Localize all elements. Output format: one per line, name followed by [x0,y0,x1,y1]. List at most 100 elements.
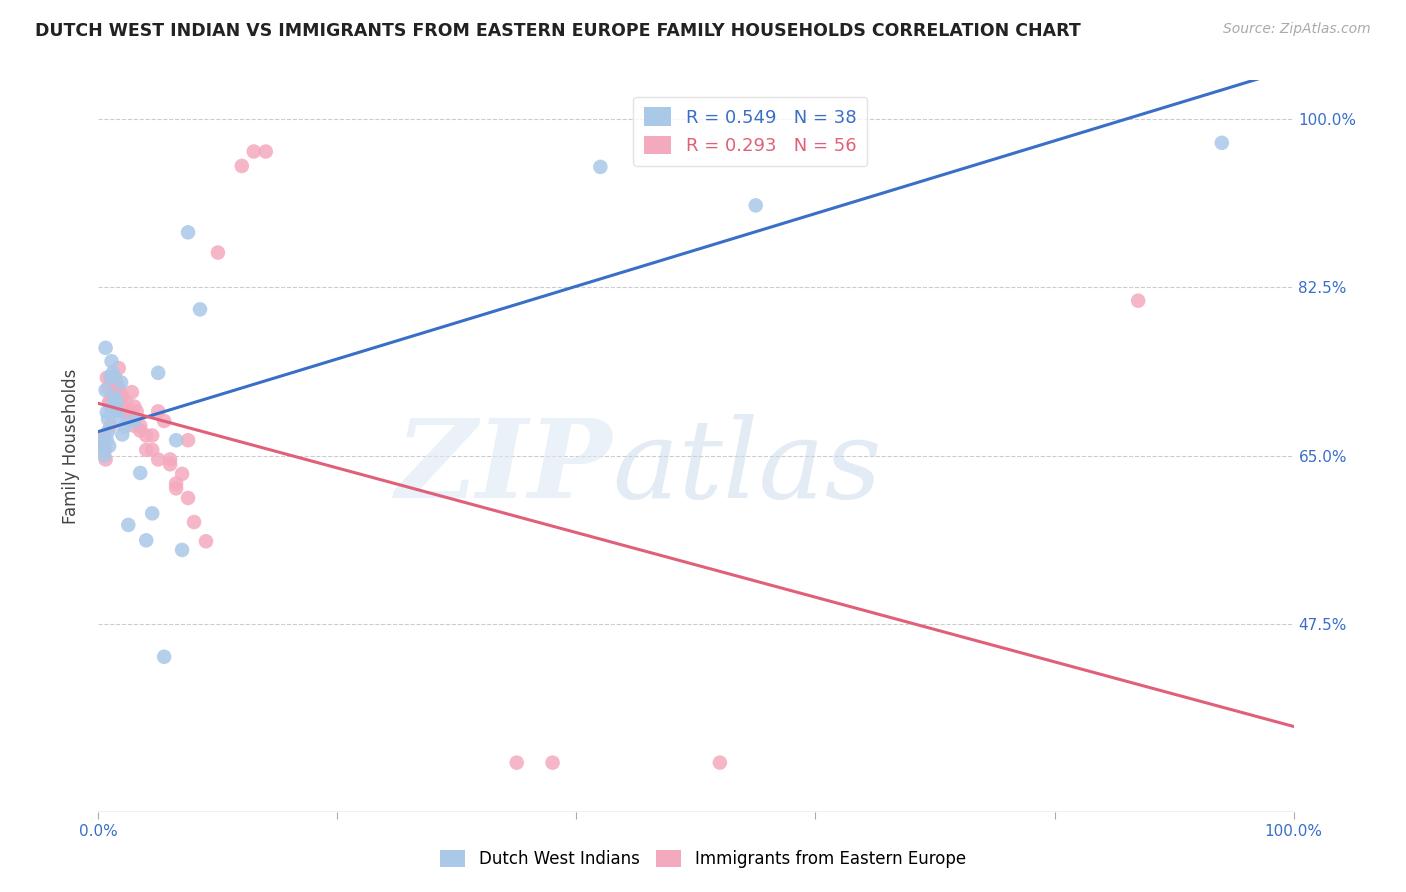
Text: atlas: atlas [613,414,882,522]
Point [105,376,128,390]
Point [709,756,731,770]
Point [108,412,131,426]
Point [105,394,128,409]
Point [148,452,170,467]
Point [129,418,152,433]
Legend: R = 0.549   N = 38, R = 0.293   N = 56: R = 0.549 N = 38, R = 0.293 N = 56 [633,96,868,166]
Point [96,405,118,419]
Point [100,354,122,368]
Point [98,394,122,409]
Point [159,457,181,471]
Point [94,341,117,355]
Point [243,145,266,159]
Point [231,159,253,173]
Point [97,425,120,439]
Point [104,391,127,405]
Point [107,361,129,376]
Point [110,376,132,390]
Point [148,366,170,380]
Point [124,418,146,433]
Point [165,434,187,448]
Point [165,476,187,491]
Point [97,412,120,426]
Point [141,507,163,521]
Point [93,442,115,456]
Point [98,394,121,409]
Point [101,385,124,400]
Point [165,481,187,495]
Point [177,491,200,505]
Point [125,404,148,418]
Point [135,442,157,457]
Text: ZIP: ZIP [395,414,613,522]
Point [91,437,114,451]
Y-axis label: Family Households: Family Households [62,368,80,524]
Point [111,427,134,442]
Point [183,515,205,529]
Point [91,434,114,448]
Point [177,434,200,448]
Point [98,401,122,415]
Point [177,225,200,239]
Point [117,414,139,428]
Point [129,466,152,480]
Point [1139,847,1161,861]
Point [124,414,146,428]
Point [98,369,122,384]
Point [96,434,118,448]
Point [96,370,118,384]
Text: DUTCH WEST INDIAN VS IMMIGRANTS FROM EASTERN EUROPE FAMILY HOUSEHOLDS CORRELATIO: DUTCH WEST INDIAN VS IMMIGRANTS FROM EAS… [35,22,1081,40]
Point [195,534,218,549]
Point [172,467,194,481]
Point [135,428,157,442]
Point [172,543,194,558]
Point [129,424,152,438]
Point [111,404,134,418]
Point [141,428,163,442]
Point [98,418,122,433]
Point [114,419,136,434]
Point [159,452,181,467]
Point [103,402,125,417]
Point [1128,293,1150,308]
Point [589,160,612,174]
Point [105,403,128,417]
Point [97,381,120,395]
Point [506,756,529,770]
Point [207,245,229,260]
Point [745,198,768,212]
Point [105,390,128,404]
Point [188,302,211,317]
Point [108,385,131,400]
Point [101,366,124,380]
Point [115,394,138,409]
Point [121,385,143,400]
Point [91,434,114,448]
Point [104,370,127,384]
Point [94,452,117,467]
Legend: Dutch West Indians, Immigrants from Eastern Europe: Dutch West Indians, Immigrants from East… [433,843,973,875]
Point [117,517,139,532]
Point [107,380,129,394]
Point [124,400,146,414]
Point [94,383,117,397]
Point [153,414,176,428]
Point [114,404,136,418]
Point [541,756,564,770]
Point [117,404,139,418]
Text: Source: ZipAtlas.com: Source: ZipAtlas.com [1223,22,1371,37]
Point [103,394,125,409]
Point [1211,136,1233,150]
Point [100,370,122,384]
Point [153,649,176,664]
Point [135,533,157,548]
Point [110,394,132,409]
Point [98,439,121,453]
Point [111,390,134,404]
Point [91,429,114,443]
Point [93,449,115,463]
Point [148,404,170,418]
Point [141,442,163,457]
Point [254,145,277,159]
Point [93,442,115,457]
